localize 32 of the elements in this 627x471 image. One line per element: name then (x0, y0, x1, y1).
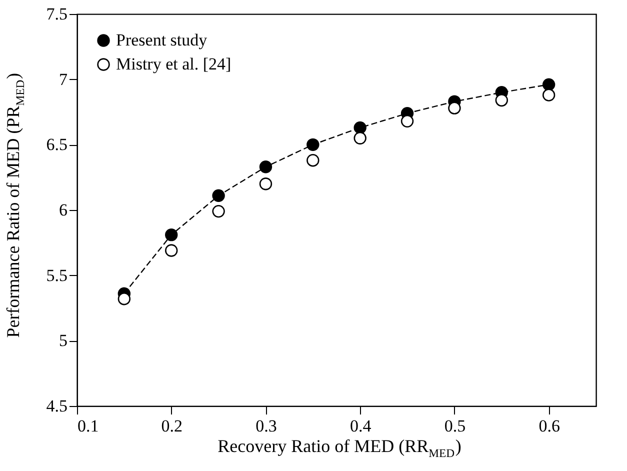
point (400, 114, 414, 128)
point (165, 228, 178, 242)
point (306, 154, 320, 167)
y-tick-label: 7 (59, 70, 68, 89)
x-tick-label: 0.4 (350, 416, 372, 436)
point (542, 78, 556, 91)
point (259, 160, 272, 174)
x-tick-label: 0.3 (256, 416, 277, 436)
point (495, 94, 508, 107)
y-tick-label: 4.5 (46, 396, 68, 416)
y-axis-title: Performance Ratio of MED (PRMED) (3, 72, 27, 338)
y-tick-label: 5.5 (46, 266, 68, 285)
y-tick-label: 6.5 (46, 135, 68, 154)
x-tick-label: 0.1 (78, 416, 99, 436)
x-tick-label: 0.5 (444, 416, 466, 436)
point (354, 121, 366, 134)
x-tick-label: 0.6 (538, 416, 560, 436)
legend-label: Present study (116, 30, 208, 50)
point (259, 178, 272, 190)
y-tick-label: 5 (59, 331, 68, 350)
point (212, 204, 225, 218)
y-tick-label: 6 (59, 200, 68, 220)
point (212, 189, 225, 202)
legend-label: Mistry et al. [24] (116, 54, 232, 74)
point (306, 138, 320, 152)
x-tick-label: 0.2 (161, 416, 182, 436)
point (118, 292, 131, 306)
point (542, 88, 556, 102)
point (354, 132, 366, 144)
point (448, 102, 461, 114)
point (165, 244, 178, 257)
y-tick-label: 7.5 (46, 4, 68, 24)
